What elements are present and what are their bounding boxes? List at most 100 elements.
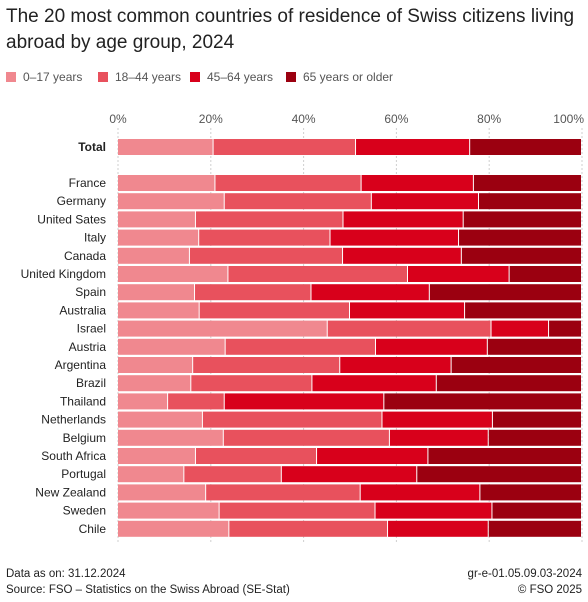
- bar-segment: [361, 175, 473, 191]
- bar-segment: [436, 375, 581, 392]
- category-label: Canada: [64, 249, 106, 263]
- bar-segment: [189, 247, 343, 264]
- bar-segment: [225, 338, 375, 355]
- bar-segment: [118, 302, 199, 319]
- footer-right: gr-e-01.05.09.03-2024 © FSO 2025: [468, 566, 582, 598]
- bar-segment: [428, 448, 581, 464]
- bar-segment: [118, 338, 225, 355]
- bar-segment: [350, 302, 465, 319]
- bar-segment: [371, 193, 478, 210]
- bar-segment: [480, 484, 581, 501]
- bar-segment: [118, 466, 184, 483]
- bar-segment: [388, 520, 488, 537]
- bar-segment: [118, 484, 206, 501]
- bar-segment: [118, 502, 219, 519]
- total-bar-segment: [470, 139, 581, 155]
- bar-segment: [118, 429, 223, 446]
- bar-segment: [473, 175, 581, 191]
- bar-segment: [168, 393, 224, 410]
- bar-segment: [312, 375, 436, 392]
- bar-segment: [327, 320, 491, 337]
- bar-segment: [488, 520, 581, 537]
- bar-segment: [451, 357, 581, 373]
- legend-item-0-17: 0–17 years: [6, 70, 82, 84]
- bar-segment: [317, 448, 428, 464]
- chart-title: The 20 most common countries of residenc…: [6, 6, 575, 53]
- bar-segment: [184, 466, 281, 483]
- bar-segment: [202, 411, 382, 428]
- category-label: France: [69, 176, 107, 190]
- source-note: Source: FSO – Statistics on the Swiss Ab…: [6, 584, 290, 596]
- legend-item-45-64: 45–64 years: [190, 70, 273, 84]
- bar-segment: [118, 320, 327, 337]
- total-bar-segment: [213, 139, 356, 155]
- bar-segment: [195, 284, 311, 301]
- category-label: New Zealand: [35, 485, 106, 499]
- category-label: Australia: [59, 303, 106, 317]
- category-label: Germany: [57, 194, 106, 208]
- bar-segment: [492, 502, 581, 519]
- bar-segment: [459, 229, 581, 246]
- x-tick-label: 80%: [477, 112, 501, 126]
- bar-segment: [223, 429, 389, 446]
- category-label: Thailand: [60, 394, 106, 408]
- bar-segment: [118, 520, 229, 537]
- bar-segment: [228, 266, 407, 282]
- bar-segment: [340, 357, 451, 373]
- bar-segment: [549, 320, 581, 337]
- chart-code: gr-e-01.05.09.03-2024: [467, 568, 582, 580]
- bar-segment: [224, 393, 384, 410]
- category-label: United Sates: [37, 212, 106, 226]
- category-label: South Africa: [41, 449, 106, 463]
- x-tick-label: 60%: [384, 112, 408, 126]
- category-label: Sweden: [63, 504, 106, 518]
- bar-segment: [118, 211, 195, 228]
- category-label: Chile: [79, 522, 107, 536]
- x-tick-label: 20%: [199, 112, 223, 126]
- x-tick-label: 40%: [292, 112, 316, 126]
- bar-segment: [375, 502, 492, 519]
- total-label: Total: [78, 140, 106, 154]
- bar-segment: [461, 247, 581, 264]
- bar-segment: [229, 520, 388, 537]
- bar-segment: [360, 484, 480, 501]
- bar-segment: [382, 411, 492, 428]
- bar-segment: [478, 193, 581, 210]
- category-label: Israel: [77, 322, 106, 336]
- bar-segment: [118, 393, 168, 410]
- footer-left: Data as on: 31.12.2024 Source: FSO – Sta…: [6, 566, 290, 598]
- bar-segment: [408, 266, 509, 282]
- bar-segment: [389, 429, 488, 446]
- bar-segment: [429, 284, 581, 301]
- bar-segment: [219, 502, 375, 519]
- bar-segment: [488, 429, 581, 446]
- category-label: Brazil: [76, 376, 106, 390]
- bar-segment: [191, 375, 312, 392]
- legend-item-18-44: 18–44 years: [98, 70, 181, 84]
- bar-segment: [343, 247, 461, 264]
- legend-label-65-plus: 65 years or older: [303, 70, 394, 84]
- category-label: United Kingdom: [21, 267, 106, 281]
- bar-segment: [118, 193, 224, 210]
- x-tick-label: 100%: [553, 112, 584, 126]
- bar-segment: [206, 484, 360, 501]
- category-label: Portugal: [61, 467, 106, 481]
- bar-segment: [311, 284, 429, 301]
- bar-segment: [509, 266, 581, 282]
- bar-segment: [118, 448, 195, 464]
- legend-swatch-65-plus: [286, 72, 296, 82]
- bar-segment: [343, 211, 463, 228]
- bar-segment: [465, 302, 581, 319]
- total-bar-segment: [118, 139, 213, 155]
- legend-label-18-44: 18–44 years: [115, 70, 182, 84]
- bar-segment: [375, 338, 487, 355]
- bar-segment: [215, 175, 361, 191]
- category-label: Argentina: [55, 358, 107, 372]
- legend-swatch-18-44: [98, 72, 108, 82]
- bar-segment: [118, 247, 189, 264]
- category-label: Spain: [75, 285, 106, 299]
- bar-segment: [195, 211, 343, 228]
- bar-segment: [281, 466, 417, 483]
- bar-segment: [224, 193, 371, 210]
- bar-segment: [118, 375, 191, 392]
